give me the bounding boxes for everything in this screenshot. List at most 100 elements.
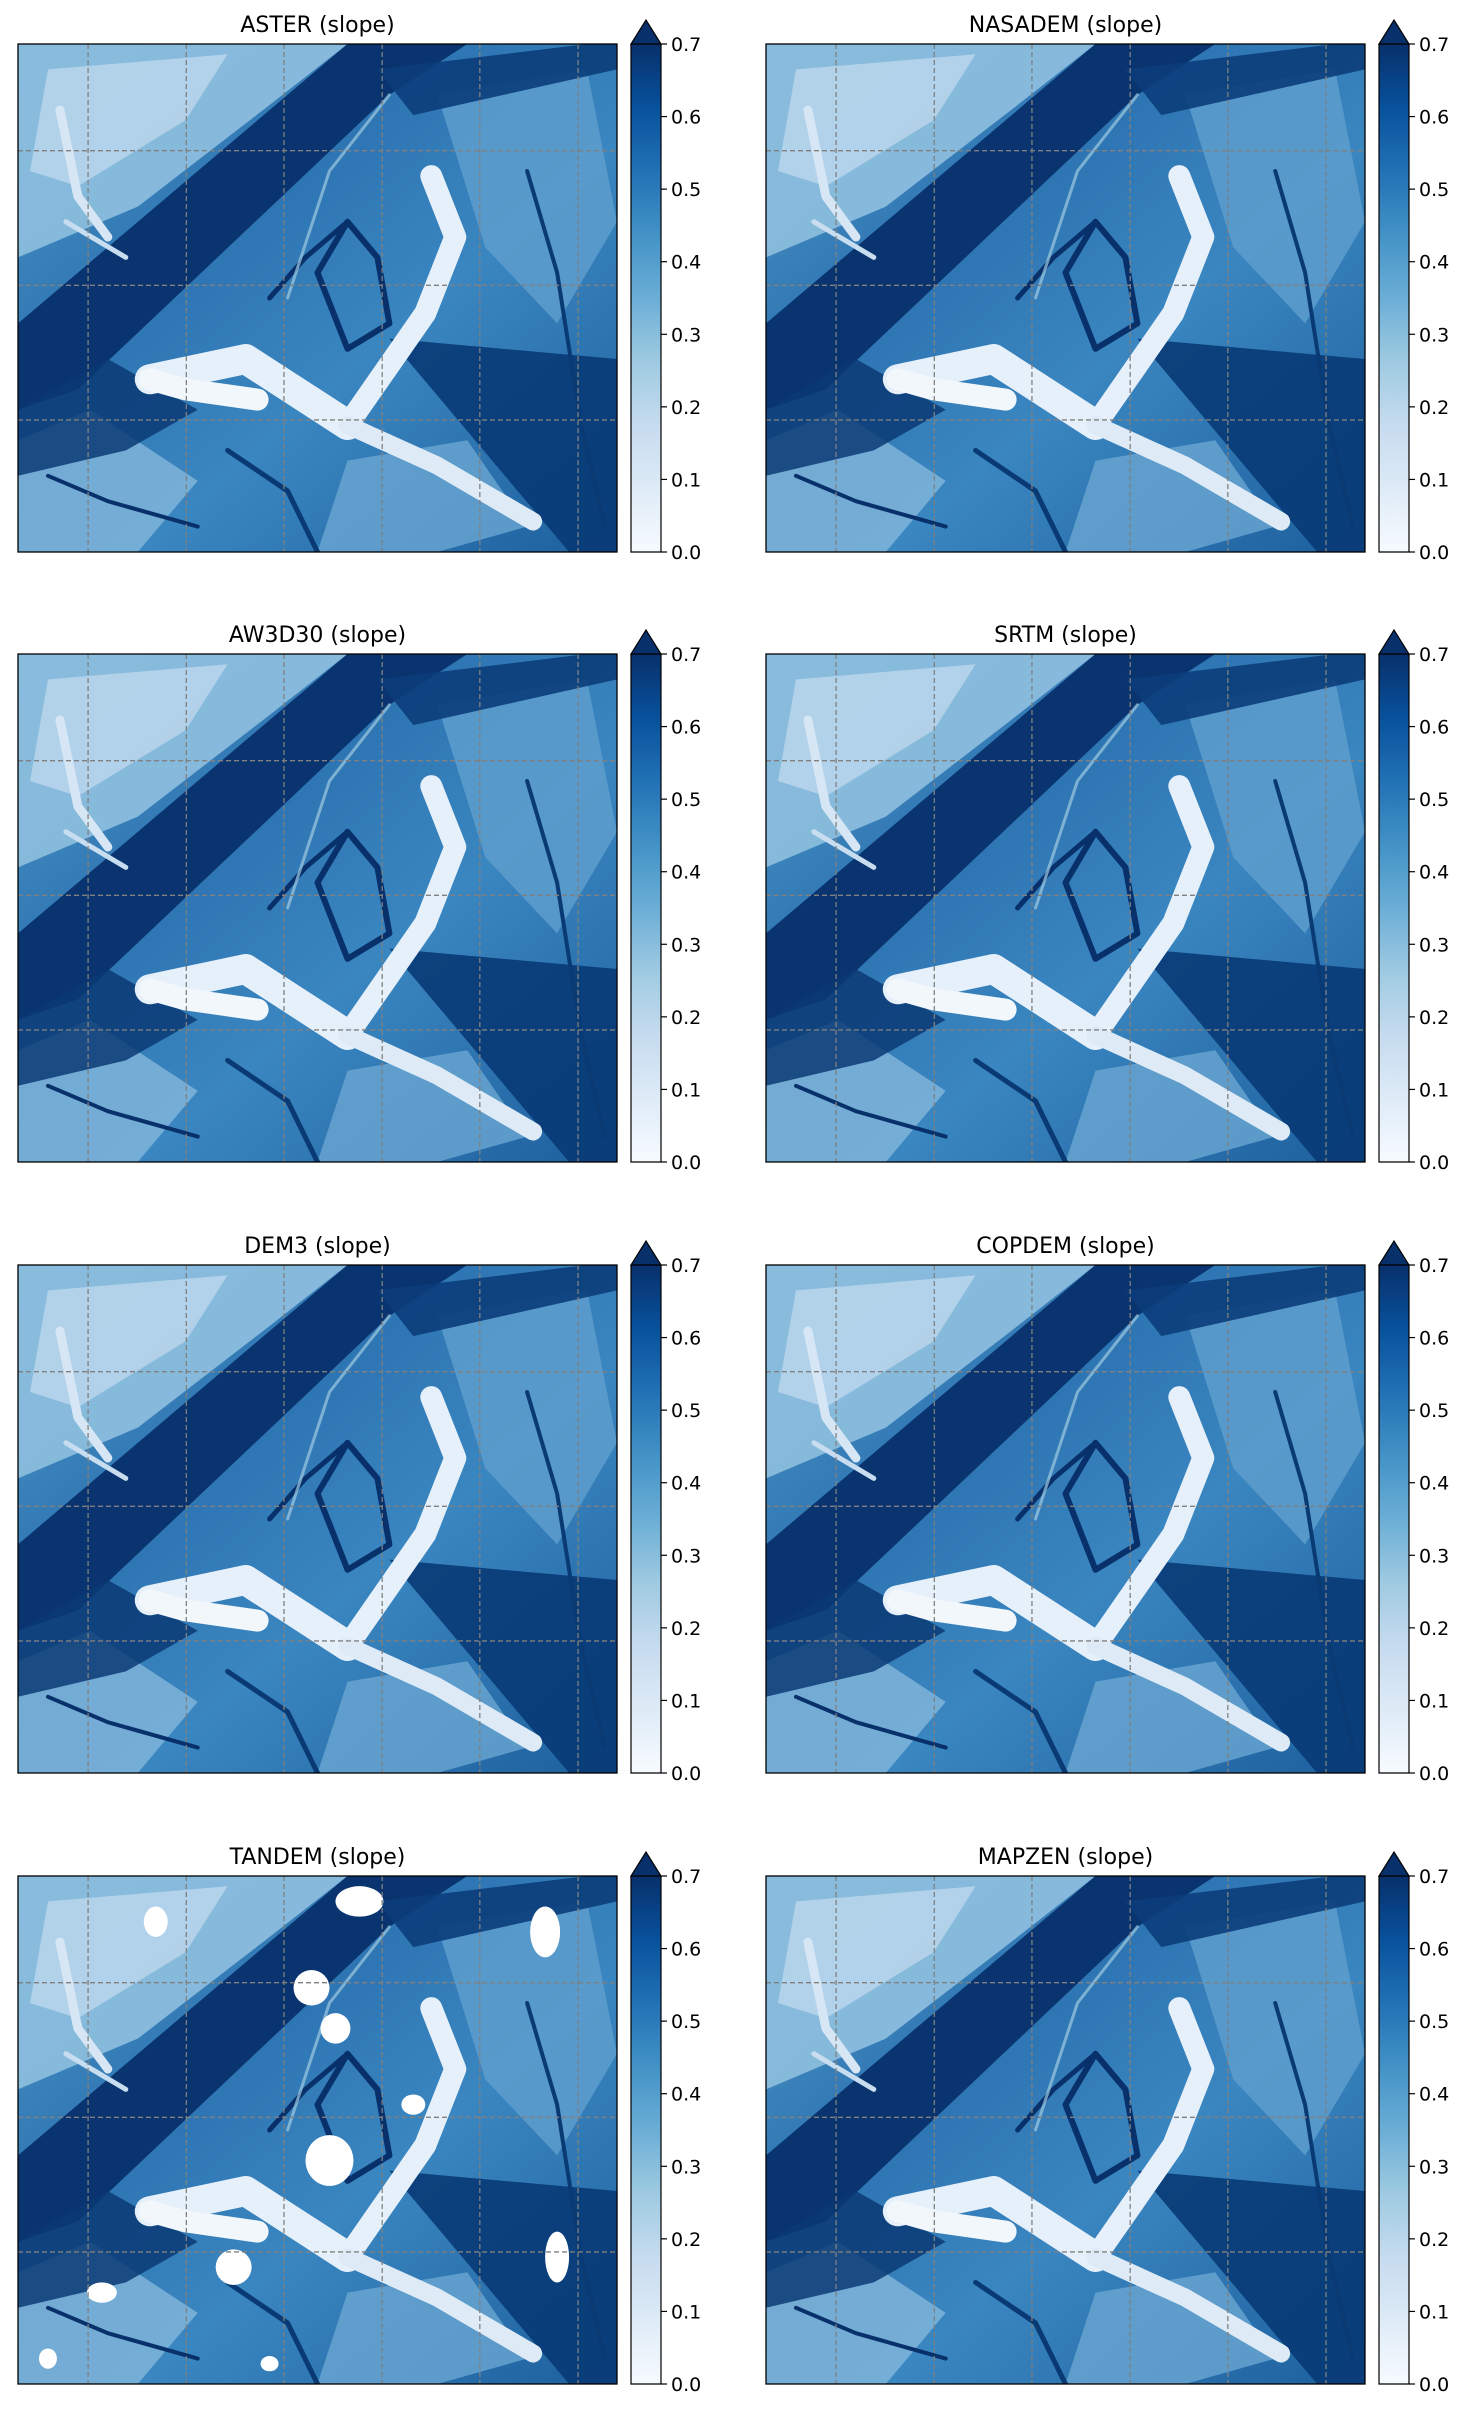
colorbar-tick-label: 0.0 (1419, 2374, 1449, 2396)
colorbar-tick-label: 0.0 (1419, 1763, 1449, 1785)
colorbar-tick-label: 0.1 (671, 1690, 701, 1712)
colorbar-extend-arrow (629, 1850, 663, 1877)
colorbar-tick-label: 0.7 (671, 644, 701, 666)
colorbar (631, 654, 661, 1162)
colorbar (1379, 654, 1409, 1162)
nodata-gap (215, 2249, 252, 2285)
colorbar-tick-label: 0.7 (671, 1255, 701, 1277)
nodata-gap (260, 2356, 279, 2372)
nodata-gap (143, 1906, 168, 1937)
slope-map (18, 44, 617, 552)
colorbar-extend-arrow (1377, 18, 1411, 45)
colorbar-extend-arrow (629, 1239, 663, 1266)
grid-lines (18, 44, 617, 552)
colorbar-tick-label: 0.3 (671, 324, 701, 346)
nodata-gap (320, 2013, 351, 2044)
colorbar-extend-arrow (1377, 628, 1411, 655)
colorbar-tick-label: 0.3 (1419, 324, 1449, 346)
panel-srtm: SRTM (slope) 0.0 0.1 0.2 0.3 0.4 0.5 0.6 0.7 (765, 623, 1449, 1174)
colorbar-tick-label: 0.7 (1419, 644, 1449, 666)
colorbar-tick-label: 0.0 (1419, 542, 1449, 564)
axes-frame (17, 43, 618, 553)
colorbar-tick-label: 0.4 (1419, 2084, 1449, 2106)
colorbar-tick-label: 0.1 (1419, 469, 1449, 491)
colorbar-tick-label: 0.5 (671, 1400, 701, 1422)
colorbar-tick-label: 0.0 (671, 1152, 701, 1174)
colorbar-extend-arrow (629, 18, 663, 45)
colorbar-extend-arrow (629, 628, 663, 655)
grid-lines (766, 1265, 1365, 1773)
colorbar-tick-label: 0.2 (1419, 2229, 1449, 2251)
colorbar-tick-label: 0.0 (671, 542, 701, 564)
colorbar-tick-label: 0.7 (1419, 1866, 1449, 1888)
grid-lines (766, 654, 1365, 1162)
colorbar-tick-label: 0.2 (1419, 1618, 1449, 1640)
colorbar-tick-label: 0.6 (671, 1328, 701, 1350)
grid-lines (18, 1876, 617, 2384)
colorbar-tick-label: 0.1 (671, 469, 701, 491)
nodata-gap (545, 2231, 570, 2283)
colorbar (1379, 44, 1409, 552)
slope-map (766, 1265, 1365, 1773)
axes-frame (765, 653, 1366, 1163)
colorbar (1379, 1876, 1409, 2384)
axes-frame (765, 43, 1366, 553)
colorbar-tick-label: 0.1 (1419, 2301, 1449, 2323)
colorbar-tick-label: 0.0 (671, 1763, 701, 1785)
slope-map (766, 654, 1365, 1162)
axes-frame (17, 1875, 618, 2385)
colorbar-tick-label: 0.6 (1419, 1328, 1449, 1350)
colorbar-tick-label: 0.5 (1419, 2011, 1449, 2033)
colorbar-tick-label: 0.0 (671, 2374, 701, 2396)
chart-title: AW3D30 (slope) (229, 623, 406, 648)
colorbar-tick-label: 0.4 (1419, 862, 1449, 884)
colorbar-tick-label: 0.0 (1419, 1152, 1449, 1174)
colorbar-tick-label: 0.7 (1419, 34, 1449, 56)
slope-map (766, 44, 1365, 552)
colorbar-tick-label: 0.4 (1419, 1473, 1449, 1495)
panel-copdem: COPDEM (slope) 0.0 0.1 0.2 0.3 0.4 0.5 0.6 0.7 (765, 1234, 1449, 1785)
panel-mapzen: MAPZEN (slope) 0.0 0.1 0.2 0.3 0.4 0.5 0.6 0.7 (765, 1845, 1449, 2396)
colorbar-tick-label: 0.7 (671, 1866, 701, 1888)
colorbar-tick-label: 0.4 (1419, 252, 1449, 274)
colorbar-tick-label: 0.1 (671, 1079, 701, 1101)
colorbar-tick-label: 0.6 (1419, 717, 1449, 739)
colorbar-tick-label: 0.5 (671, 789, 701, 811)
colorbar-tick-label: 0.4 (671, 2084, 701, 2106)
slope-map (18, 1265, 617, 1773)
panel-aster: ASTER (slope) 0.0 0.1 0.2 0.3 0.4 0.5 0.6 0.7 (17, 13, 701, 564)
colorbar-tick-label: 0.2 (1419, 1007, 1449, 1029)
slope-map (18, 1876, 617, 2384)
colorbar-tick-label: 0.5 (671, 2011, 701, 2033)
grid-lines (18, 1265, 617, 1773)
colorbar-tick-label: 0.2 (671, 1618, 701, 1640)
colorbar-tick-label: 0.6 (671, 717, 701, 739)
colorbar-tick-label: 0.3 (671, 2156, 701, 2178)
chart-title: SRTM (slope) (994, 623, 1137, 648)
nodata-gap (335, 1886, 384, 1917)
panel-dem3: DEM3 (slope) 0.0 0.1 0.2 0.3 0.4 0.5 0.6 0.7 (17, 1234, 701, 1785)
chart-title: MAPZEN (slope) (978, 1845, 1153, 1870)
panel-nasadem: NASADEM (slope) 0.0 0.1 0.2 0.3 0.4 0.5 0.6 0.7 (765, 13, 1449, 564)
nodata-gap (86, 2282, 117, 2303)
nodata-gap (401, 2094, 426, 2115)
colorbar (631, 44, 661, 552)
colorbar-tick-label: 0.5 (671, 179, 701, 201)
axes-frame (765, 1875, 1366, 2385)
colorbar-tick-label: 0.5 (1419, 789, 1449, 811)
colorbar-tick-label: 0.5 (1419, 1400, 1449, 1422)
colorbar-tick-label: 0.3 (1419, 1545, 1449, 1567)
colorbar-tick-label: 0.6 (671, 1939, 701, 1961)
chart-title: NASADEM (slope) (969, 13, 1162, 38)
colorbar-tick-label: 0.6 (1419, 107, 1449, 129)
colorbar-tick-label: 0.5 (1419, 179, 1449, 201)
colorbar-tick-label: 0.4 (671, 1473, 701, 1495)
chart-title: ASTER (slope) (240, 13, 394, 38)
nodata-gap (530, 1906, 561, 1958)
chart-title: COPDEM (slope) (976, 1234, 1154, 1259)
nodata-gap (305, 2135, 354, 2186)
grid-lines (766, 1876, 1365, 2384)
colorbar-tick-label: 0.2 (671, 1007, 701, 1029)
